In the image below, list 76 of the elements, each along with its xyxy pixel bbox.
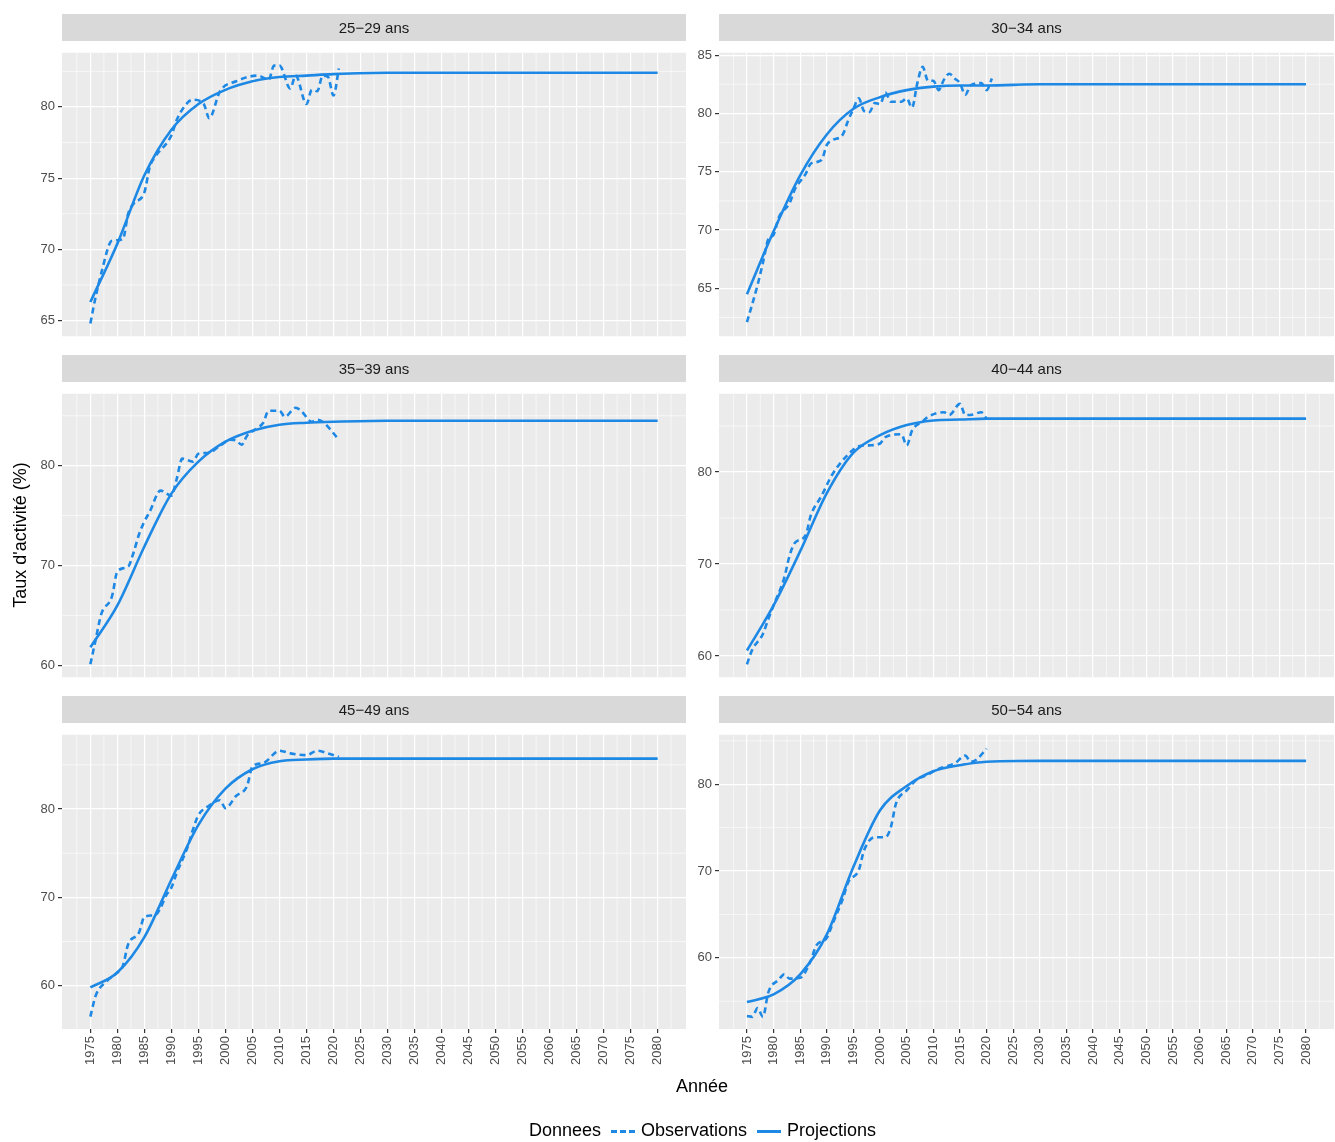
x-tick-label: 2000: [871, 1036, 887, 1065]
x-tick-label: 2060: [541, 1036, 557, 1065]
y-tick-label: 60: [40, 977, 55, 993]
y-tick-label: 80: [40, 98, 55, 114]
x-tick-label: 1985: [791, 1036, 807, 1065]
y-tick-label: 80: [697, 105, 712, 121]
x-tick-label: 2030: [1031, 1036, 1047, 1065]
y-tick-label: 65: [697, 279, 712, 295]
x-tick-label: 1980: [765, 1036, 781, 1065]
x-tick-label: 2060: [1191, 1036, 1207, 1065]
y-tick-label: 75: [697, 163, 712, 179]
y-tick-label: 60: [697, 647, 712, 663]
x-tick-label: 2070: [595, 1036, 611, 1065]
y-tick-label: 60: [40, 656, 55, 672]
x-tick-label: 1980: [108, 1036, 124, 1065]
x-tick-label: 2075: [1271, 1036, 1286, 1065]
y-tick-label: 60: [697, 949, 712, 965]
legend-title: Donnees: [528, 1120, 601, 1140]
x-axis-title: Année: [675, 1075, 729, 1097]
x-tick-label: 2005: [244, 1036, 260, 1065]
x-tick-label: 2040: [433, 1036, 449, 1065]
chart-title: 25−29 ans: [62, 14, 686, 41]
y-tick-label: 70: [697, 555, 712, 571]
x-tick-label: 1995: [189, 1036, 205, 1065]
x-tick-label: 2035: [406, 1036, 422, 1065]
x-tick-label: 2050: [487, 1036, 503, 1065]
y-tick-label: 70: [40, 557, 55, 573]
legend-label: Observations: [640, 1120, 748, 1140]
x-tick-label: 1995: [845, 1036, 861, 1065]
y-tick-label: 70: [697, 221, 712, 237]
chart-title: 30−34 ans: [719, 14, 1334, 41]
x-tick-label: 2015: [951, 1036, 967, 1065]
x-tick-label: 2020: [325, 1036, 341, 1065]
x-tick-label: 2005: [898, 1036, 914, 1065]
x-tick-label: 2035: [1058, 1036, 1074, 1065]
x-tick-label: 2020: [978, 1036, 994, 1065]
x-tick-label: 2015: [298, 1036, 314, 1065]
y-tick-label: 70: [40, 240, 55, 256]
x-tick-label: 2030: [379, 1036, 395, 1065]
x-tick-label: 2045: [460, 1036, 476, 1065]
chart-title: 40−44 ans: [719, 355, 1334, 382]
x-tick-label: 1990: [818, 1036, 834, 1065]
x-tick-label: 2050: [1137, 1036, 1153, 1065]
x-tick-label: 2045: [1111, 1036, 1127, 1065]
y-tick-label: 80: [697, 463, 712, 479]
y-tick-label: 85: [697, 46, 712, 62]
y-tick-label: 80: [40, 800, 55, 816]
y-tick-label: 70: [697, 862, 712, 878]
chart-title: 45−49 ans: [62, 696, 686, 723]
y-axis-title: Taux d'activité (%): [9, 462, 31, 608]
x-tick-label: 2025: [352, 1036, 368, 1065]
y-tick-label: 80: [697, 775, 712, 791]
x-tick-label: 2010: [271, 1036, 287, 1065]
chart-title: 50−54 ans: [719, 696, 1334, 723]
x-tick-label: 2065: [1217, 1036, 1233, 1065]
x-tick-label: 2080: [649, 1036, 665, 1065]
x-tick-label: 2075: [622, 1036, 638, 1065]
x-tick-label: 1985: [135, 1036, 151, 1065]
x-tick-label: 2000: [217, 1036, 233, 1065]
x-tick-label: 1990: [162, 1036, 178, 1065]
x-tick-label: 2065: [568, 1036, 584, 1065]
x-tick-label: 1975: [738, 1036, 754, 1065]
x-tick-label: 2080: [1297, 1036, 1313, 1065]
x-tick-label: 2055: [514, 1036, 530, 1065]
x-tick-label: 2025: [1004, 1036, 1020, 1065]
x-tick-label: 2040: [1084, 1036, 1100, 1065]
x-tick-label: 2070: [1244, 1036, 1260, 1065]
x-tick-label: 1975: [81, 1036, 97, 1065]
y-tick-label: 70: [40, 888, 55, 904]
x-tick-label: 2055: [1164, 1036, 1180, 1065]
y-tick-label: 80: [40, 457, 55, 473]
x-tick-label: 2010: [924, 1036, 940, 1065]
chart-title: 35−39 ans: [62, 355, 686, 382]
legend-label: Projections: [787, 1120, 877, 1140]
y-tick-label: 75: [40, 169, 55, 185]
y-tick-label: 65: [40, 312, 55, 328]
